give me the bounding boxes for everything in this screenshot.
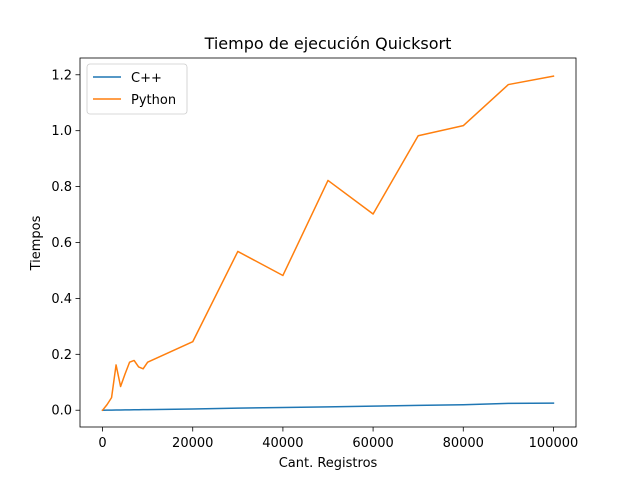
y-tick-label: 0.0: [51, 404, 72, 419]
y-tick-label: 1.2: [51, 68, 72, 83]
y-tick-label: 1.0: [51, 124, 72, 139]
x-tick-label: 40000: [262, 436, 303, 451]
legend-label: C++: [131, 71, 162, 86]
series-line-c-0: [101, 402, 555, 411]
y-axis-label: Tiempos: [29, 215, 44, 271]
y-tick-label: 0.4: [51, 292, 72, 307]
plot-area: 0 20000 40000 60000 80000 100000 0.0 0.2 0.4 0.6 0…: [51, 57, 579, 451]
x-tick-label: 20000: [172, 436, 213, 451]
x-tick-label: 0: [98, 436, 106, 451]
y-tick-label: 0.8: [51, 180, 72, 195]
x-tick-label: 60000: [352, 436, 393, 451]
y-tick-label: 0.2: [51, 348, 72, 363]
series-line-python-1: [101, 75, 555, 412]
legend-label: Python: [131, 93, 176, 108]
x-tick-label: 80000: [443, 436, 484, 451]
x-tick-label: 100000: [529, 436, 579, 451]
legend: C++ Python: [86, 63, 188, 115]
x-axis-label: Cant. Registros: [279, 456, 378, 471]
chart-title: Tiempo de ejecución Quicksort: [204, 34, 452, 53]
y-tick-label: 0.6: [51, 236, 72, 251]
